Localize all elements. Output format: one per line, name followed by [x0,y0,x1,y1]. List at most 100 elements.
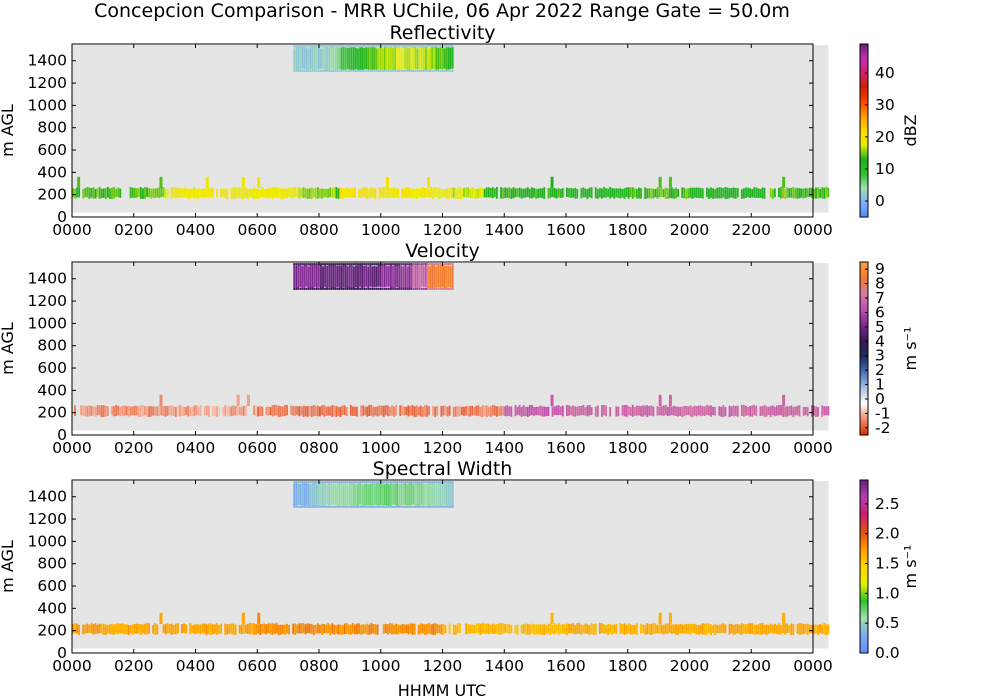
heatmap-cell [218,625,220,634]
heatmap-cell [596,188,599,199]
heatmap-cell [438,624,441,634]
heatmap-cell [422,287,425,290]
heatmap-cell [290,187,293,198]
heatmap-cell [197,624,200,634]
colorbar-tick-label: 2.5 [875,495,900,513]
heatmap-cell [335,406,338,417]
heatmap-cell [496,186,498,199]
heatmap-cell [518,187,521,198]
heatmap-cell [312,625,315,636]
heatmap-cell [429,505,431,508]
heatmap-cell [551,406,554,417]
heatmap-cell [749,405,752,417]
heatmap-cell [433,46,436,69]
heatmap-cell [220,188,223,198]
heatmap-cell [810,405,813,417]
heatmap-cell [246,394,250,406]
heatmap-cell [394,45,396,48]
heatmap-cell [654,623,657,634]
heatmap-cell [295,47,298,71]
heatmap-cell [496,406,498,417]
heatmap-cell [410,45,413,48]
heatmap-cell [677,624,680,636]
heatmap-cell [310,405,313,418]
heatmap-cell [493,188,496,198]
heatmap-cell [372,187,375,198]
heatmap-cell [394,263,396,266]
heatmap-cell [402,69,405,72]
heatmap-cell [673,624,675,634]
y-tick-label: 200 [37,404,67,422]
heatmap-cell [369,481,372,484]
heatmap-cell [623,623,626,635]
heatmap-cell [399,624,402,634]
heatmap-cell [380,188,383,198]
heatmap-cell [334,48,337,71]
heatmap-cell [387,263,390,266]
heatmap-cell [369,46,372,70]
heatmap-cell [297,287,300,290]
heatmap-cell [195,405,198,415]
heatmap-cell [350,505,353,508]
heatmap-cell [782,188,784,199]
heatmap-cell [778,404,780,416]
heatmap-cell [397,188,400,198]
heatmap-cell [293,505,296,508]
heatmap-cell [594,623,597,635]
heatmap-cell [332,263,335,266]
heatmap-cell [557,188,560,198]
heatmap-cell [238,186,241,198]
heatmap-cell [176,188,179,198]
heatmap-cell [309,46,312,70]
heatmap-cell [416,483,419,507]
heatmap-cell [443,505,446,508]
heatmap-cell [481,622,484,634]
heatmap-cell [365,265,368,287]
heatmap-cell [416,264,419,288]
heatmap-cell [422,481,425,484]
y-tick-label: 600 [37,141,67,159]
heatmap-cell [315,265,318,288]
heatmap-cell [454,624,457,635]
heatmap-cell [574,187,577,199]
heatmap-cell [771,405,774,416]
heatmap-cell [328,263,331,266]
heatmap-cell [387,505,390,508]
heatmap-cell [716,625,719,633]
heatmap-cell [185,624,188,634]
data-coverage [72,45,829,213]
x-tick-label: 0800 [299,439,338,457]
heatmap-cell [483,188,486,198]
heatmap-cell [170,623,173,635]
heatmap-cell [428,406,430,416]
heatmap-cell [445,69,448,72]
heatmap-cell [514,405,517,417]
heatmap-cell [325,406,328,417]
heatmap-cell [104,187,107,200]
heatmap-cell [88,187,91,199]
heatmap-cell [305,69,308,72]
heatmap-cell [408,45,411,48]
heatmap-cell [312,404,315,417]
heatmap-cell [782,394,786,406]
heatmap-cell [311,265,314,288]
heatmap-cell [76,623,78,634]
heatmap-cell [402,481,405,484]
heatmap-cell [392,45,394,48]
heatmap-cell [437,263,440,266]
heatmap-cell [342,505,345,508]
heatmap-cell [123,405,126,417]
heatmap-cell [456,405,459,417]
heatmap-cell [195,623,198,635]
heatmap-cell [187,405,190,417]
heatmap-cell [364,406,367,416]
heatmap-cell [414,265,417,288]
heatmap-cell [687,623,690,634]
heatmap-cell [373,69,376,72]
heatmap-cell [344,287,347,290]
heatmap-cell [338,69,341,72]
heatmap-cell [392,287,394,290]
heatmap-cell [313,46,316,70]
heatmap-cell [366,406,369,417]
heatmap-cell [827,187,830,198]
